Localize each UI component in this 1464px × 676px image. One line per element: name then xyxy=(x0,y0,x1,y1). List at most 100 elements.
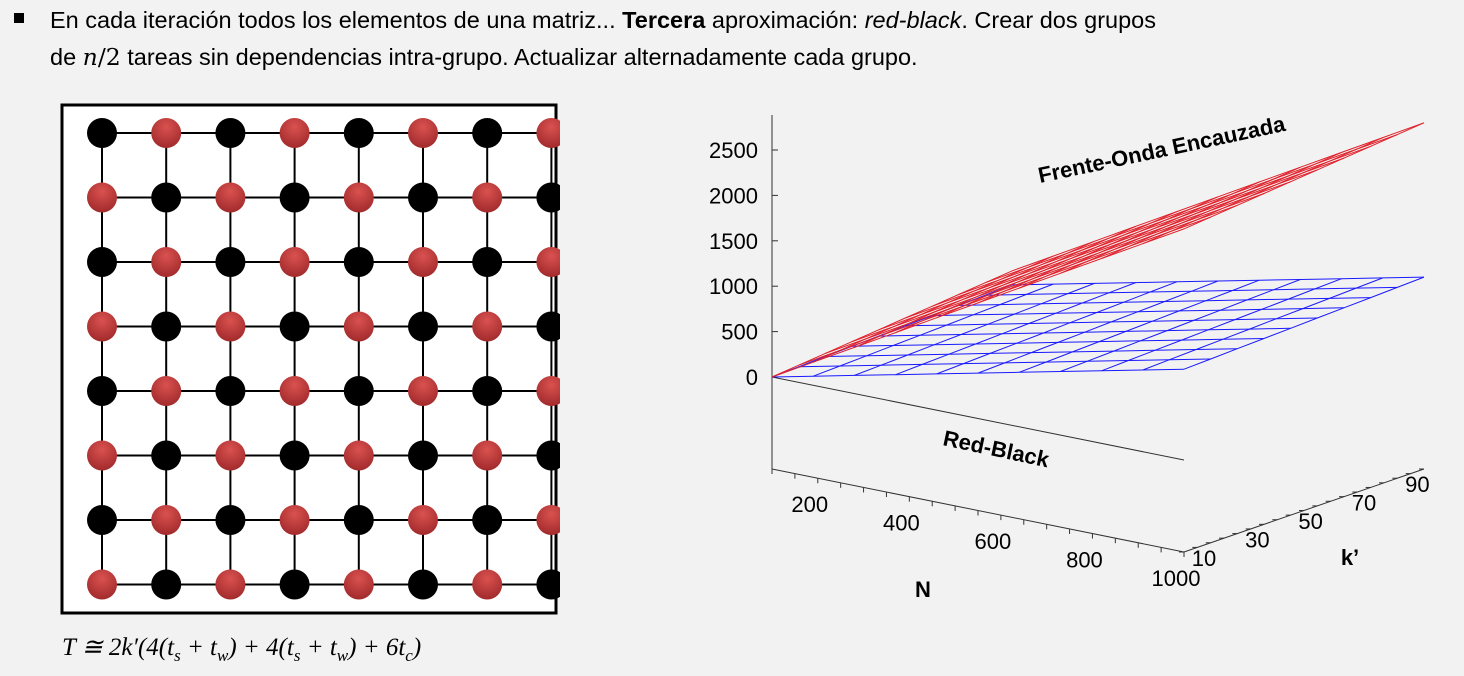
red-node xyxy=(151,505,182,535)
red-node xyxy=(343,440,374,471)
black-node xyxy=(215,118,246,148)
bullet-bold: Tercera xyxy=(622,7,706,33)
plot-axes xyxy=(771,115,1425,557)
formula-part: + t xyxy=(300,634,337,661)
black-node xyxy=(151,311,182,342)
x-axis-label: N xyxy=(915,577,931,602)
red-black-mesh-line xyxy=(1142,277,1383,371)
black-node xyxy=(215,505,246,535)
formula-part: ) + 4(t xyxy=(228,634,294,661)
bullet-text-part: En cada iteración todos los elementos de… xyxy=(50,7,623,33)
red-black-mesh-line xyxy=(1101,278,1342,372)
x-tick-label: 800 xyxy=(1066,548,1103,573)
bullet-text-part: . Crear dos grupos xyxy=(961,7,1156,33)
red-node xyxy=(151,118,182,148)
red-black-mesh-line xyxy=(1183,276,1425,370)
frente-onda-mesh-line xyxy=(854,240,1095,348)
black-node xyxy=(215,247,246,277)
frente-onda-surface xyxy=(771,122,1425,378)
red-black-grid-diagram xyxy=(60,103,560,615)
math-div: /2 xyxy=(97,43,121,71)
y-tick-label: 90 xyxy=(1405,472,1429,497)
formula-sub: w xyxy=(336,646,349,665)
black-node xyxy=(343,505,374,535)
black-node xyxy=(215,376,246,406)
frente-onda-mesh-line xyxy=(1101,151,1342,259)
red-node xyxy=(536,505,560,535)
grid-nodes xyxy=(87,118,560,600)
black-node xyxy=(472,247,503,277)
black-node xyxy=(408,569,438,600)
red-node xyxy=(536,376,560,406)
formula-part: ) xyxy=(412,634,422,661)
red-node xyxy=(472,182,503,213)
red-node xyxy=(215,440,246,471)
grid-frame xyxy=(60,103,558,615)
red-node xyxy=(343,569,374,600)
black-node xyxy=(472,376,503,406)
formula-part: + t xyxy=(180,634,218,661)
red-node xyxy=(151,247,182,277)
z-tick-label: 2000 xyxy=(709,183,758,208)
red-node xyxy=(472,311,503,342)
red-node xyxy=(343,311,374,342)
black-node xyxy=(87,118,117,148)
black-node xyxy=(408,440,438,471)
black-node xyxy=(151,182,182,213)
red-black-mesh-line xyxy=(854,282,1095,376)
red-node xyxy=(343,182,374,213)
y-tick-label: 50 xyxy=(1298,509,1322,534)
black-node xyxy=(279,311,310,342)
frente-onda-mesh-line xyxy=(1142,137,1384,245)
black-node xyxy=(343,118,374,148)
red-node xyxy=(279,247,310,277)
cost-formula: T ≅ 2k′(4(ts + tw) + 4(ts + tw) + 6tc) xyxy=(62,632,421,666)
frente-onda-mesh-line xyxy=(1060,166,1301,274)
black-node xyxy=(279,569,310,600)
red-node xyxy=(536,118,560,148)
black-node xyxy=(151,440,182,471)
black-node xyxy=(536,569,560,600)
bullet-text: En cada iteración todos los elementos de… xyxy=(50,2,1460,76)
plot-labels: 0500100015002000250020040060080010001030… xyxy=(709,111,1430,602)
z-tick-label: 500 xyxy=(721,320,758,345)
red-node xyxy=(151,376,182,406)
x-tick-label: 200 xyxy=(791,492,828,517)
black-node xyxy=(343,376,374,406)
y-axis-label: k’ xyxy=(1341,545,1359,570)
z-tick-label: 1500 xyxy=(709,229,758,254)
red-node xyxy=(408,505,438,535)
red-node xyxy=(215,182,246,213)
red-node xyxy=(87,311,117,342)
black-node xyxy=(279,182,310,213)
red-node xyxy=(408,376,438,406)
black-node xyxy=(472,505,503,535)
red-node xyxy=(215,311,246,342)
frente-onda-mesh-line xyxy=(936,211,1178,319)
red-node xyxy=(408,247,438,277)
formula-sub: w xyxy=(217,646,229,665)
red-black-mesh-line xyxy=(936,281,1177,375)
y-tick-label: 10 xyxy=(1192,546,1216,571)
surface-plot: 0500100015002000250020040060080010001030… xyxy=(709,111,1430,602)
formula-part: ) + 6t xyxy=(348,634,406,661)
black-node xyxy=(472,118,503,148)
frente-onda-mesh-line xyxy=(771,270,1013,378)
formula-sub: s xyxy=(293,646,301,665)
red-node xyxy=(279,376,310,406)
black-node xyxy=(87,247,117,277)
bullet-text-part: tareas sin dependencias intra-grupo. Act… xyxy=(120,44,918,70)
bullet-marker xyxy=(14,13,24,23)
frente-onda-mesh-line xyxy=(977,196,1219,304)
black-node xyxy=(536,182,560,213)
red-node xyxy=(87,182,117,213)
formula-part: T ≅ 2k′(4(t xyxy=(62,634,175,661)
frente-onda-mesh-line xyxy=(895,225,1136,334)
y-tick-label: 30 xyxy=(1245,528,1269,553)
y-tick-label: 70 xyxy=(1352,491,1376,516)
red-black-mesh-line xyxy=(813,283,1054,377)
red-black-mesh-line xyxy=(977,280,1219,374)
base-back-line xyxy=(771,376,1185,461)
red-node xyxy=(87,440,117,471)
frente-onda-mesh-line xyxy=(812,255,1054,363)
